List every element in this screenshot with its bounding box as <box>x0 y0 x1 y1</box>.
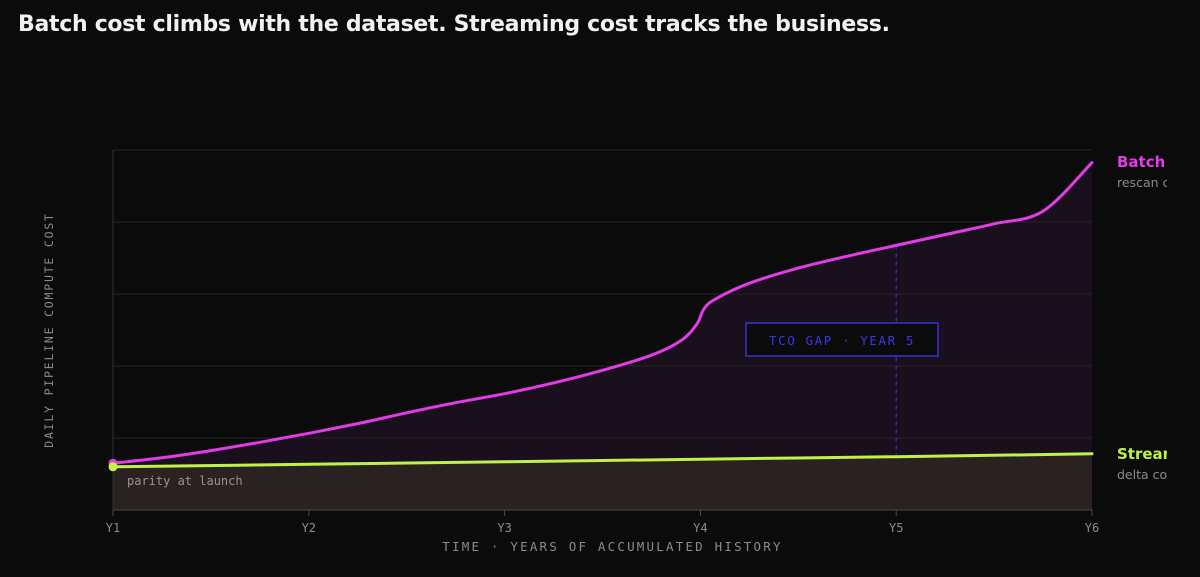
labels: Batch rescan c Stream delta co <box>1117 153 1178 482</box>
stream-series-label: Stream <box>1117 445 1178 463</box>
batch-series-sublabel: rescan c <box>1117 175 1169 190</box>
stream-series-sublabel: delta co <box>1117 467 1167 482</box>
tco-gap-box <box>745 322 939 357</box>
parity-annotation: parity at launch <box>127 474 243 488</box>
x-tick-label: Y5 <box>889 521 903 535</box>
x-tick-label: Y2 <box>302 521 316 535</box>
area-fills <box>113 162 1092 510</box>
x-tick-label: Y4 <box>693 521 707 535</box>
batch-area-fill <box>113 162 1092 467</box>
x-tick-label: Y3 <box>497 521 511 535</box>
stream-line <box>111 452 1094 469</box>
batch-series-label: Batch <box>1117 153 1165 171</box>
x-tick-label: Y1 <box>106 521 120 535</box>
stream-area-fill <box>113 453 1092 510</box>
batch-line <box>111 161 1094 465</box>
tco-gap-label: TCO GAP · YEAR 5 <box>769 333 915 348</box>
stream-start-point <box>108 462 118 472</box>
chart-title: Batch cost climbs with the dataset. Stre… <box>18 12 890 37</box>
x-axis-title: TIME · YEARS OF ACCUMULATED HISTORY <box>442 539 782 554</box>
axes: Y1 Y2 Y3 Y4 Y5 Y6 TIME · YEARS OF ACCUMULATED … <box>42 150 1099 554</box>
series-marks: TCO GAP · YEAR 5 parity at launch <box>108 161 1094 488</box>
x-tick-label: Y6 <box>1085 521 1099 535</box>
y-axis-title: DAILY PIPELINE COMPUTE COST <box>42 212 56 448</box>
